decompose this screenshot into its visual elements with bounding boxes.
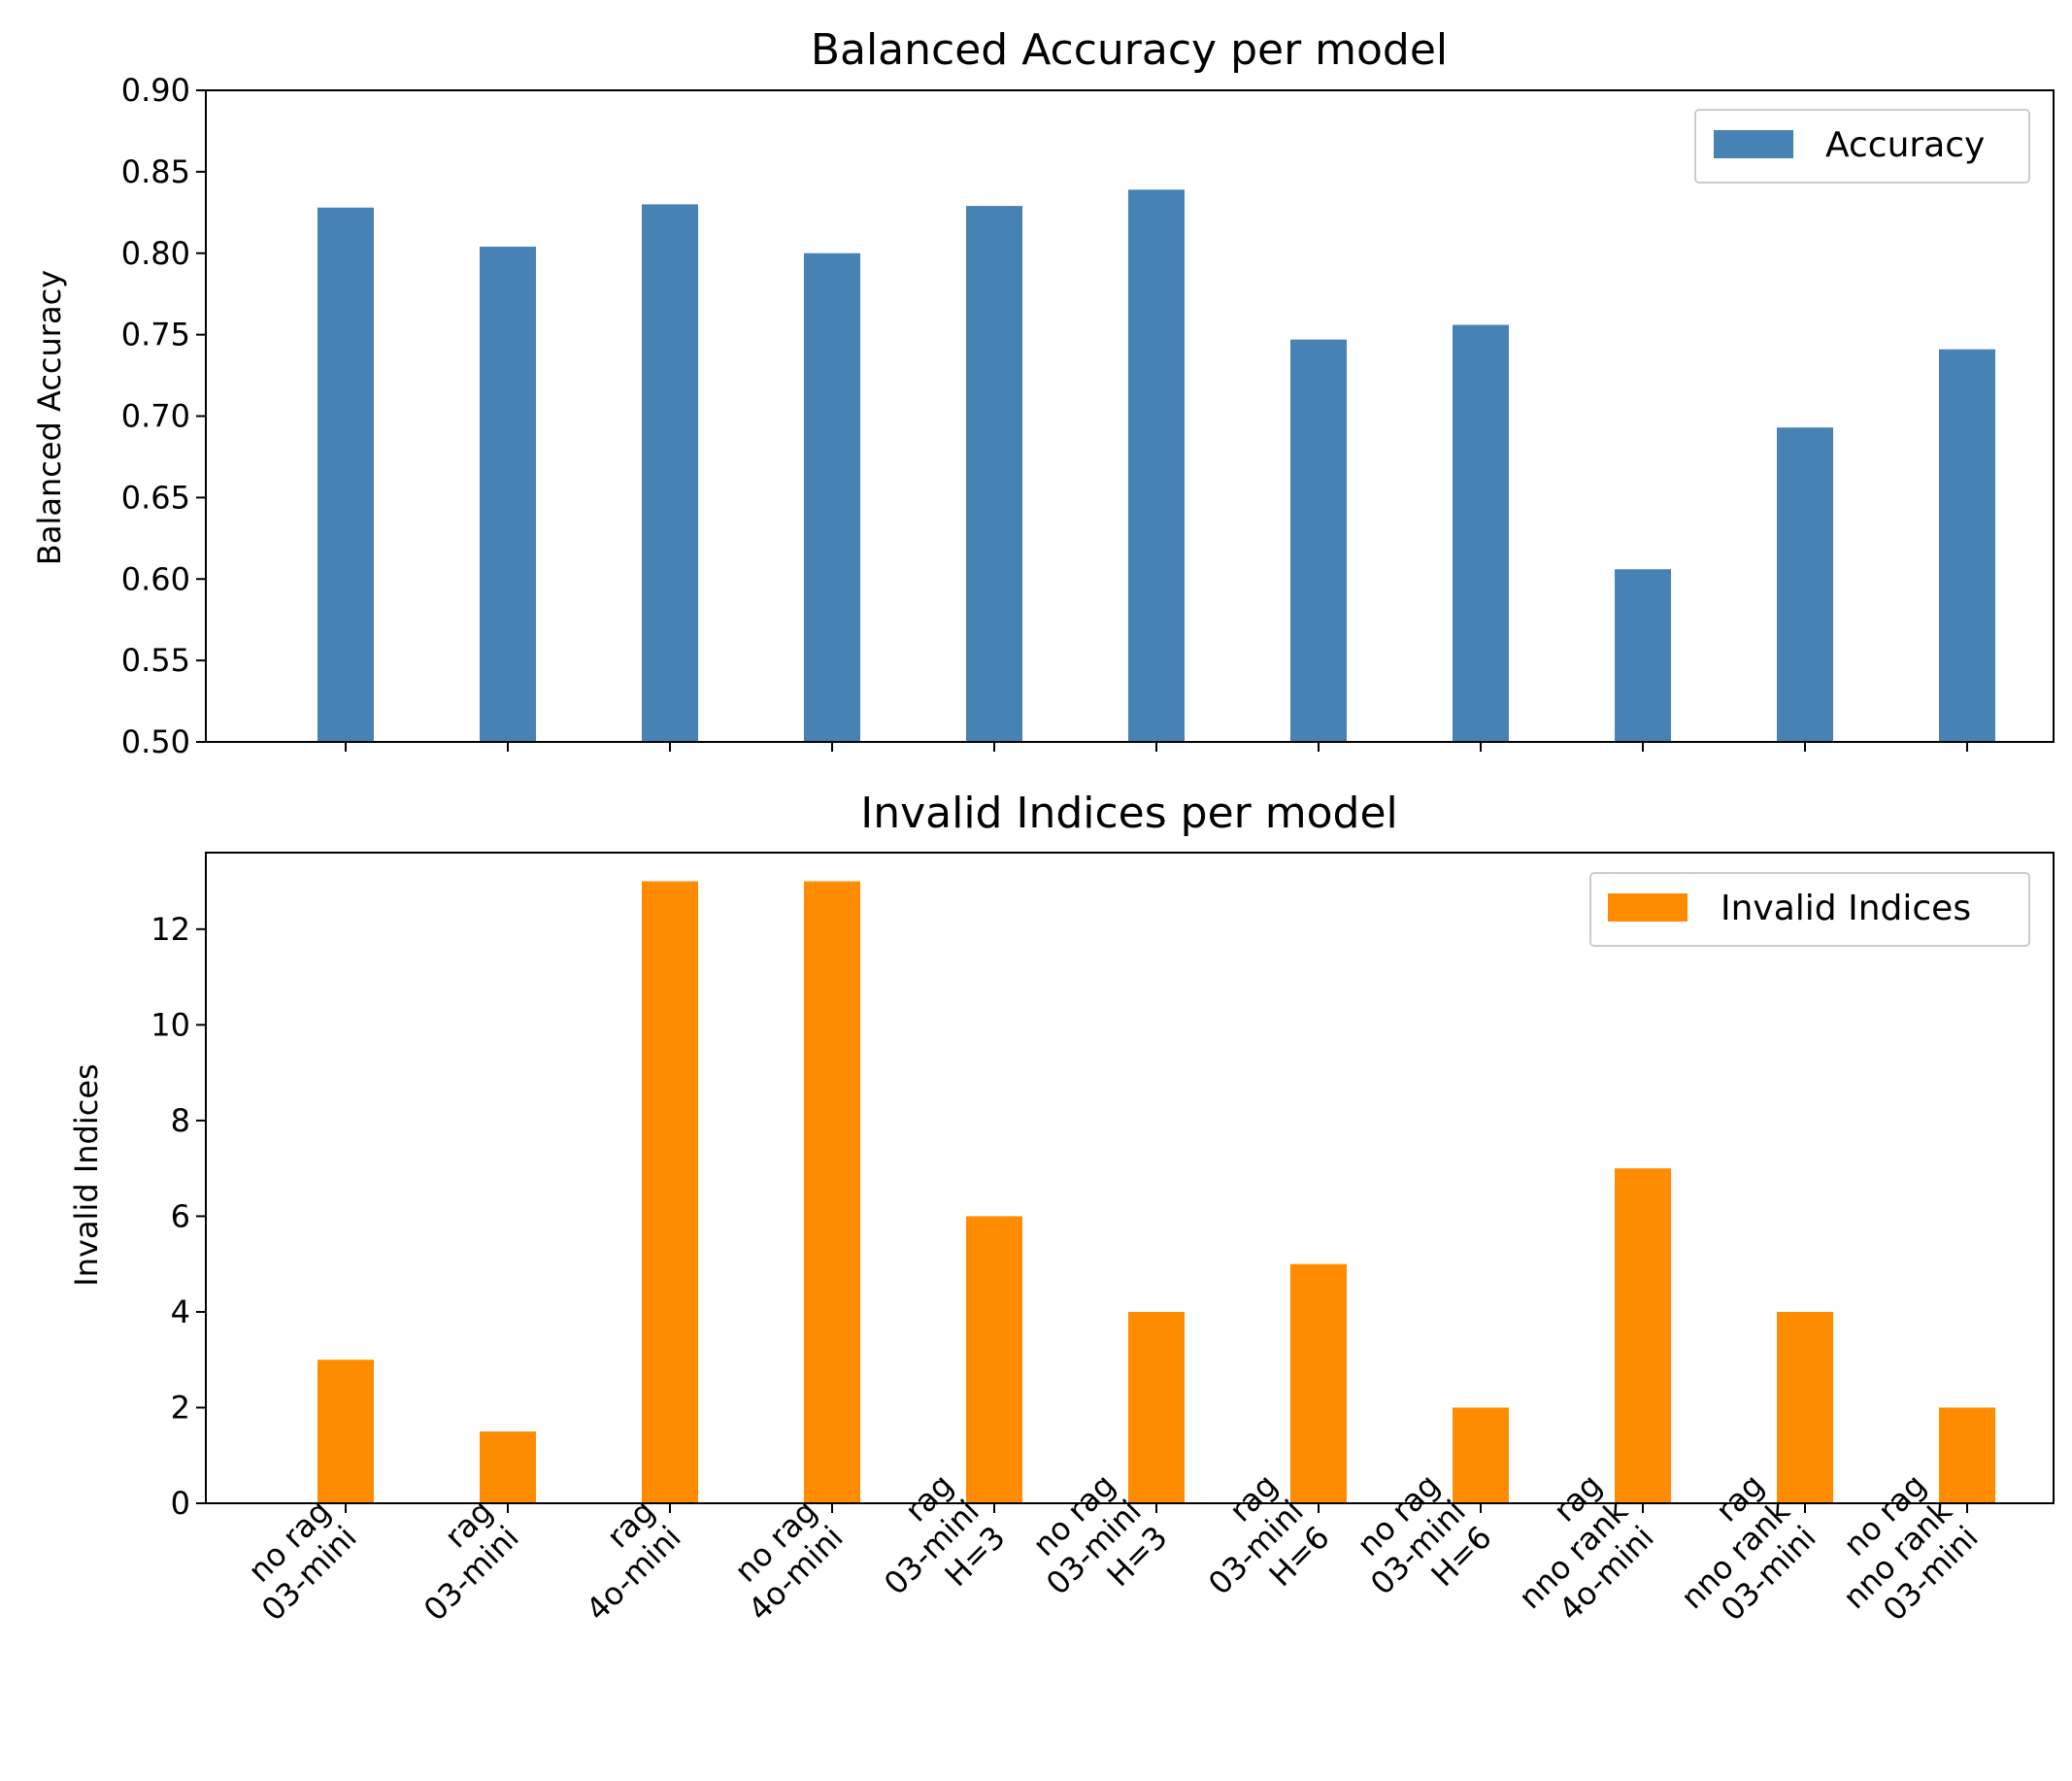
bar-accuracy-6	[1290, 339, 1347, 742]
bar-accuracy-8	[1615, 569, 1671, 742]
bar-invalid-0	[317, 1360, 374, 1503]
y-tick-label: 0.80	[121, 235, 190, 272]
bar-accuracy-4	[966, 206, 1022, 743]
bar-invalid-10	[1939, 1407, 1995, 1503]
accuracy-legend[interactable]: Accuracy	[1694, 109, 2030, 184]
accuracy-chart-title: Balanced Accuracy per model	[811, 25, 1448, 75]
invalid-legend-box	[1589, 872, 2030, 947]
accuracy-x-ticks	[345, 742, 1968, 752]
invalid-plot-frame	[205, 852, 2055, 1504]
bar-invalid-9	[1777, 1311, 1833, 1503]
accuracy-panel: Balanced Accuracy per model Balanced Acc…	[31, 25, 2055, 760]
invalid-legend-swatch	[1608, 893, 1688, 922]
invalid-legend[interactable]: Invalid Indices	[1589, 872, 2030, 947]
bar-accuracy-2	[642, 204, 698, 743]
bar-accuracy-10	[1939, 349, 1995, 742]
accuracy-bars	[317, 189, 1995, 743]
x-tick-label: no rag03-mini	[228, 1493, 364, 1629]
y-tick-label: 0.90	[121, 72, 190, 109]
y-tick-label: 0.75	[121, 317, 190, 353]
y-tick-label: 8	[171, 1102, 190, 1139]
accuracy-legend-label: Accuracy	[1825, 125, 1985, 165]
x-tick-label: rag03-mini	[390, 1493, 526, 1629]
bar-invalid-4	[966, 1216, 1022, 1503]
bar-invalid-5	[1128, 1311, 1185, 1503]
x-tick-label: rag4o-mini	[552, 1493, 688, 1629]
accuracy-y-axis-label: Balanced Accuracy	[31, 270, 68, 565]
accuracy-y-ticks: 0.50 0.55 0.60 0.65 0.70 0.75 0.80 0.85 0.90	[121, 72, 206, 760]
bar-invalid-1	[480, 1431, 536, 1503]
bar-accuracy-0	[317, 207, 374, 742]
accuracy-legend-box	[1694, 109, 2030, 184]
y-tick-label: 0.55	[121, 642, 190, 679]
bar-invalid-2	[642, 881, 698, 1503]
bar-accuracy-3	[804, 252, 860, 742]
invalid-legend-label: Invalid Indices	[1721, 889, 1971, 928]
invalid-panel: Invalid Indices per model Invalid Indice…	[68, 789, 2055, 1629]
bar-accuracy-7	[1453, 324, 1509, 742]
accuracy-legend-swatch	[1714, 130, 1793, 158]
bar-accuracy-1	[480, 247, 536, 743]
y-tick-label: 12	[150, 911, 190, 948]
y-tick-label: 0.70	[121, 398, 190, 435]
y-tick-label: 6	[171, 1197, 190, 1234]
bar-invalid-7	[1453, 1407, 1509, 1503]
invalid-chart-title: Invalid Indices per model	[860, 789, 1398, 838]
y-tick-label: 4	[171, 1294, 190, 1330]
y-tick-label: 0.85	[121, 153, 190, 190]
x-tick-label: no rag4o-mini	[715, 1493, 851, 1629]
invalid-y-axis-label: Invalid Indices	[68, 1063, 105, 1286]
y-tick-label: 0.60	[121, 560, 190, 597]
y-tick-label: 0	[171, 1485, 190, 1522]
bar-invalid-8	[1615, 1168, 1671, 1503]
invalid-bars	[317, 881, 1995, 1503]
y-tick-label: 0.50	[121, 723, 190, 760]
y-tick-label: 2	[171, 1389, 190, 1426]
accuracy-plot-frame	[205, 89, 2055, 743]
bar-accuracy-5	[1128, 189, 1185, 742]
y-tick-label: 0.65	[121, 479, 190, 516]
bar-invalid-3	[804, 881, 860, 1503]
bar-accuracy-9	[1777, 427, 1833, 742]
bar-invalid-6	[1290, 1263, 1347, 1503]
invalid-y-ticks: 0 2 4 6 8 10 12	[150, 911, 206, 1522]
y-tick-label: 10	[150, 1006, 190, 1043]
